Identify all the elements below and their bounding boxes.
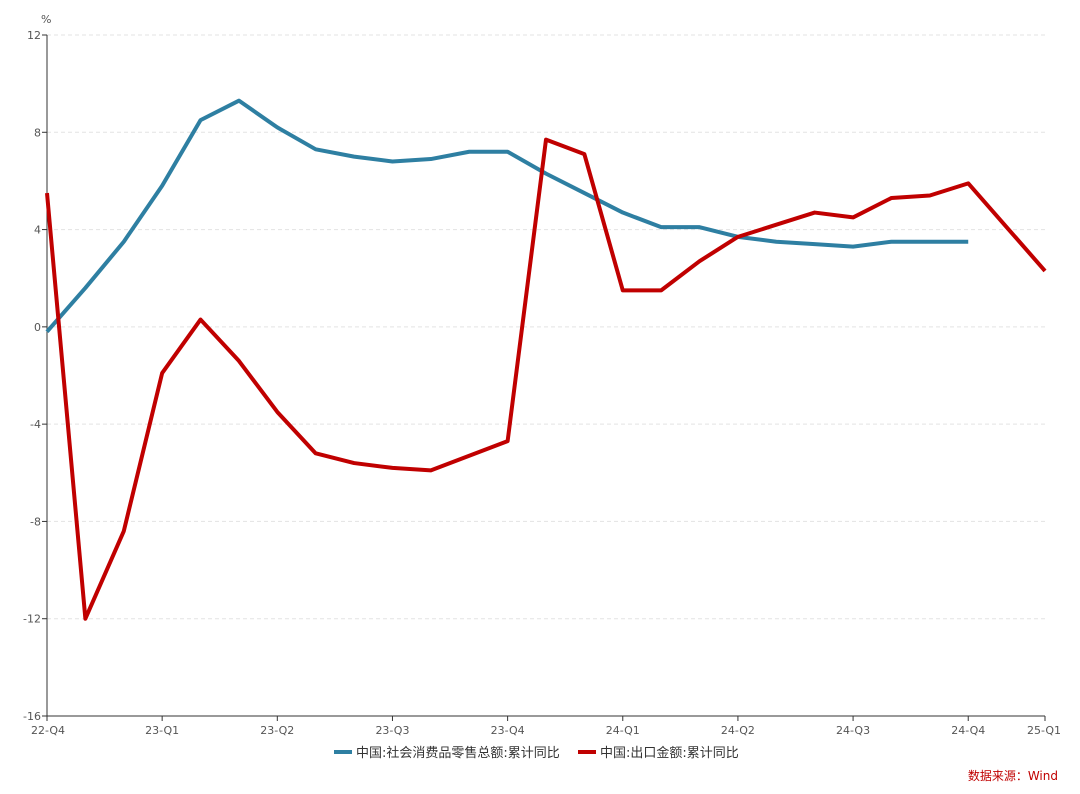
legend-label-retail-sales: 中国:社会消费品零售总额:累计同比 — [356, 745, 560, 761]
legend: 中国:社会消费品零售总额:累计同比 中国:出口金额:累计同比 — [334, 745, 739, 761]
y-tick-label: -4 — [30, 418, 41, 431]
x-tick-label: 24-Q4 — [951, 724, 985, 737]
x-tick-label: 23-Q3 — [375, 724, 409, 737]
x-tick-label: 23-Q4 — [491, 724, 525, 737]
source-note: 数据来源：Wind — [968, 768, 1058, 783]
y-axis-unit-label: % — [41, 13, 51, 26]
x-tick-label: 23-Q1 — [145, 724, 179, 737]
x-tick-label: 25-Q1 — [1027, 724, 1061, 737]
series-lines — [45, 98, 1047, 621]
grid-lines — [47, 34, 1045, 620]
x-tick-label: 24-Q1 — [606, 724, 640, 737]
y-tick-label: 12 — [27, 29, 41, 42]
y-axis-ticks: 12 8 4 0 -4 -8 -12 -16 — [23, 29, 47, 723]
y-tick-label: -8 — [30, 515, 41, 528]
x-tick-label: 23-Q2 — [260, 724, 294, 737]
y-tick-label: -16 — [23, 710, 41, 723]
y-tick-label: 8 — [34, 126, 41, 139]
legend-label-exports: 中国:出口金额:累计同比 — [600, 745, 739, 761]
x-tick-label: 24-Q2 — [721, 724, 755, 737]
x-tick-label: 22-Q4 — [31, 724, 65, 737]
y-tick-label: 0 — [34, 321, 41, 334]
x-axis-ticks: 22-Q4 23-Q1 23-Q2 23-Q3 23-Q4 24-Q1 24-Q2 24-Q3… — [31, 716, 1061, 737]
axes: % — [41, 13, 1045, 717]
y-tick-label: -12 — [23, 613, 41, 626]
series-line-exports — [45, 137, 1047, 621]
series-line-retail-sales — [45, 98, 969, 334]
y-tick-label: 4 — [34, 224, 41, 237]
x-tick-label: 24-Q3 — [836, 724, 870, 737]
